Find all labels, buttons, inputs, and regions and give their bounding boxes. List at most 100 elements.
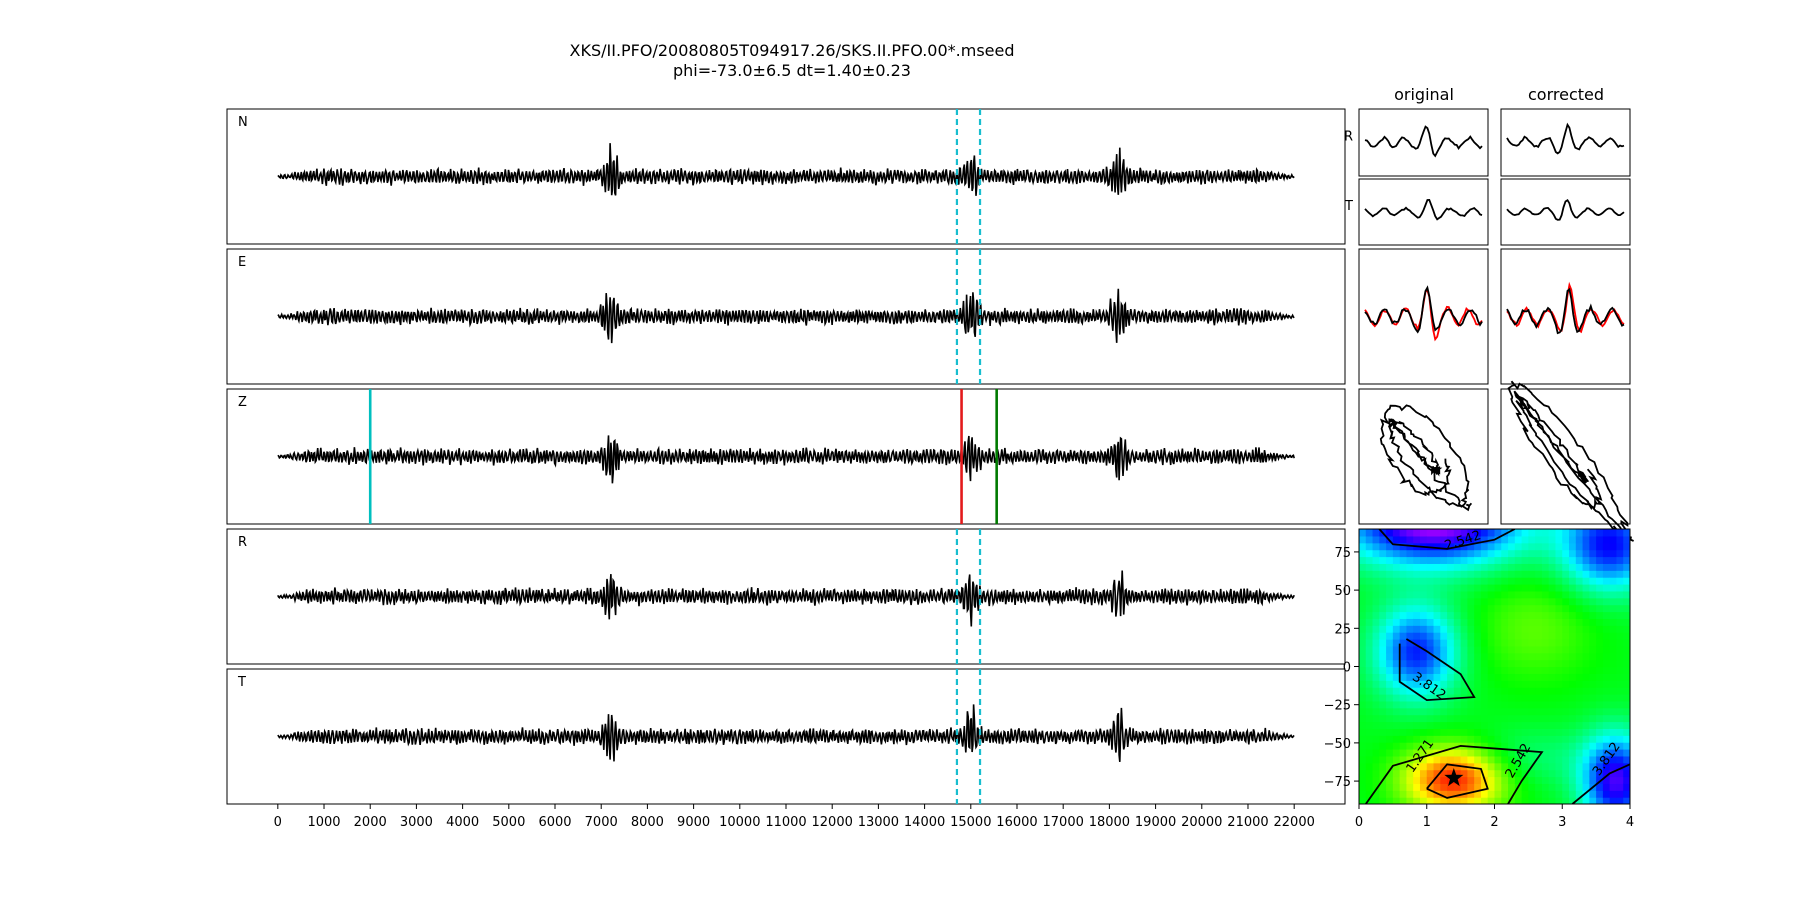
heatmap-cell <box>1582 707 1590 716</box>
heatmap-cell <box>1379 577 1387 585</box>
heatmap-cell <box>1413 714 1421 723</box>
heatmap-cell <box>1555 776 1563 784</box>
heatmap-cell <box>1582 769 1590 778</box>
heatmap-cell <box>1440 762 1448 771</box>
heatmap-cell <box>1508 542 1516 551</box>
heatmap-cell <box>1460 584 1468 592</box>
shifted-trace-black <box>1364 285 1483 334</box>
heatmap-cell <box>1623 570 1630 578</box>
x-tick-label: 7000 <box>585 815 618 830</box>
heatmap-cell <box>1453 797 1462 804</box>
heatmap-cell <box>1494 700 1502 709</box>
heatmap-cell <box>1433 611 1441 619</box>
heatmap-cell <box>1508 797 1516 804</box>
heatmap-cell <box>1602 700 1611 709</box>
heatmap-cell <box>1440 584 1448 592</box>
heatmap-cell <box>1541 742 1550 750</box>
heatmap-cell <box>1582 611 1590 619</box>
heatmap-cell <box>1555 707 1563 716</box>
heatmap-cell <box>1535 776 1543 784</box>
heatmap-cell <box>1596 749 1604 757</box>
heatmap-cell <box>1582 694 1590 702</box>
heatmap-cell <box>1487 755 1496 764</box>
heatmap-cell <box>1359 680 1367 688</box>
heatmap-cell <box>1399 556 1408 564</box>
x-tick-label: 11000 <box>765 815 806 830</box>
x-tick-label: 22000 <box>1274 815 1315 830</box>
heatmap-cell <box>1453 728 1462 736</box>
heatmap-cell <box>1406 604 1414 613</box>
heatmap-cell <box>1541 590 1550 599</box>
heatmap-cell <box>1379 721 1387 729</box>
heatmap-cell <box>1521 604 1529 613</box>
heatmap-cell <box>1392 549 1401 558</box>
heatmap-cell <box>1447 659 1455 668</box>
heatmap-cell <box>1386 707 1394 716</box>
heatmap-cell <box>1596 529 1604 537</box>
heatmap-cell <box>1419 563 1428 571</box>
column-header-original: original <box>1394 85 1454 104</box>
heatmap-cell <box>1541 584 1550 592</box>
heatmap-cell <box>1535 542 1543 551</box>
heatmap-cell <box>1440 687 1448 695</box>
heatmap-cell <box>1514 604 1523 613</box>
heatmap-cell <box>1440 570 1448 578</box>
heatmap-cell <box>1386 604 1394 613</box>
heatmap-cell <box>1589 590 1597 599</box>
heatmap-cell <box>1541 556 1550 564</box>
x-tick-label: 10000 <box>719 815 760 830</box>
heatmap-cell <box>1440 652 1448 661</box>
heatmap-cell <box>1399 563 1408 571</box>
heatmap-cell <box>1379 659 1387 668</box>
heatmap-cell <box>1582 652 1590 661</box>
heatmap-cell <box>1413 728 1421 736</box>
pm-frame <box>1500 388 1631 525</box>
heatmap-cell <box>1372 597 1380 606</box>
heatmap-cell <box>1562 645 1570 654</box>
heatmap-cell <box>1528 535 1536 544</box>
heatmap-cell <box>1501 645 1509 654</box>
heatmap-cell <box>1616 707 1624 716</box>
heatmap-cell <box>1474 714 1482 723</box>
heatmap-cell <box>1623 783 1630 791</box>
heatmap-cell <box>1460 680 1468 688</box>
heatmap-cell <box>1541 735 1550 743</box>
heatmap-cell <box>1521 728 1529 736</box>
heatmap-cell <box>1359 563 1367 571</box>
heatmap-cell <box>1419 735 1428 743</box>
heatmap-cell <box>1440 776 1448 784</box>
heatmap-cell <box>1521 769 1529 778</box>
heatmap-cell <box>1501 790 1509 798</box>
heatmap-cell <box>1480 529 1489 537</box>
heatmap-cell <box>1460 563 1468 571</box>
heatmap-cell <box>1480 611 1489 619</box>
heatmap-cell <box>1602 570 1611 578</box>
heatmap-cell <box>1602 721 1611 729</box>
heatmap-cell <box>1609 728 1618 736</box>
heatmap-cell <box>1602 687 1611 695</box>
heatmap-cell <box>1399 735 1408 743</box>
heatmap-cell <box>1508 618 1516 626</box>
heatmap-cell <box>1528 694 1536 702</box>
heatmap-cell <box>1514 625 1523 633</box>
heatmap-cell <box>1562 755 1570 764</box>
heatmap-cell <box>1419 714 1428 723</box>
heatmap-cell <box>1535 659 1543 668</box>
heatmap-cell <box>1562 584 1570 592</box>
heatmap-cell <box>1589 797 1597 804</box>
heatmap-cell <box>1569 535 1577 544</box>
heatmap-cell <box>1548 694 1557 702</box>
heatmap-cell <box>1480 735 1489 743</box>
heatmap-cell <box>1359 769 1367 778</box>
heatmap-cell <box>1623 790 1630 798</box>
heatmap-cell <box>1460 611 1468 619</box>
heatmap-cell <box>1426 584 1435 592</box>
heatmap-cell <box>1535 611 1543 619</box>
heatmap-cell <box>1602 618 1611 626</box>
heatmap-cell <box>1569 687 1577 695</box>
heatmap-cell <box>1589 680 1597 688</box>
heatmap-cell <box>1453 604 1462 613</box>
heatmap-cell <box>1602 611 1611 619</box>
heatmap-cell <box>1379 563 1387 571</box>
heatmap-cell <box>1440 549 1448 558</box>
